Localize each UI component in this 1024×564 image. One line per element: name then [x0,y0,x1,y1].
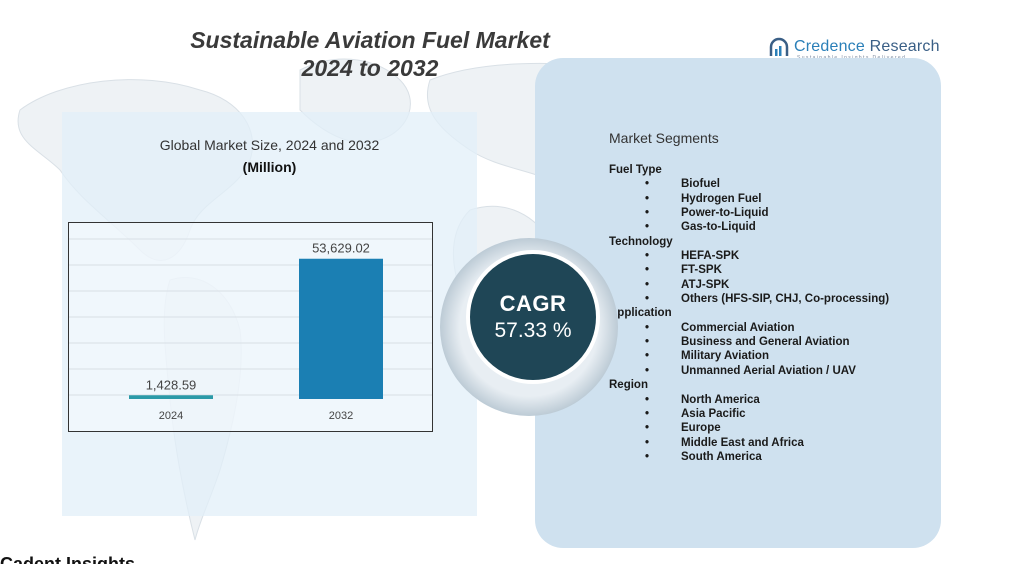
segment-item-label: Middle East and Africa [681,436,804,449]
logo-text-part2: Research [869,38,940,55]
segment-item: • Military Aviation [609,349,889,363]
market-size-unit: (Million) [242,159,297,175]
title-line-2: 2024 to 2032 [301,55,439,81]
bullet-icon: • [645,221,650,234]
bullet-icon: • [645,264,650,277]
x-tick-label: 2032 [329,410,353,422]
bullet-icon: • [645,250,650,263]
segment-item: • Biofuel [609,177,889,191]
segment-item-label: FT-SPK [681,264,722,277]
bullet-icon: • [645,336,650,349]
segment-item-label: Business and General Aviation [681,336,850,349]
segment-item-label: North America [681,393,760,406]
bullet-icon: • [645,321,650,334]
bullet-icon: • [645,407,650,420]
bullet-icon: • [645,436,650,449]
segment-item-label: Others (HFS-SIP, CHJ, Co-processing) [681,293,890,306]
cagr-label: CAGR [499,291,567,316]
bullet-icon: • [645,364,650,377]
cagr-badge: CAGR 57.33 % [466,250,600,384]
segment-item-label: Europe [681,422,721,435]
segment-item: • Middle East and Africa [609,436,889,450]
segment-item: • Hydrogen Fuel [609,192,889,206]
page-title: Sustainable Aviation Fuel Market 2024 to… [150,26,590,82]
segment-item-label: Power-to-Liquid [681,207,769,220]
segment-item: • ATJ-SPK [609,278,889,292]
logo-mark-icon [769,37,789,56]
segment-item-label: Commercial Aviation [681,321,795,334]
bar-chart-svg: 1,428.59 2024 53,629.02 2032 [69,238,432,422]
segment-item: • Business and General Aviation [609,335,889,349]
segment-item: • Commercial Aviation [609,321,889,335]
segment-item: • Unmanned Aerial Aviation / UAV [609,364,889,378]
footer-cut-text: Cadent Insights [0,554,136,564]
segments-title: Market Segments [609,130,719,146]
cagr-value: 57.33 % [494,319,572,342]
segment-item: • Others (HFS-SIP, CHJ, Co-processing) [609,292,889,306]
segment-item: • Asia Pacific [609,407,889,421]
segment-item-label: Unmanned Aerial Aviation / UAV [681,364,856,377]
bullet-icon: • [645,207,650,220]
bullet-icon: • [645,293,650,306]
segment-item: • South America [609,450,889,464]
segment-item-label: Gas-to-Liquid [681,221,756,234]
bullet-icon: • [645,422,650,435]
x-tick-label: 2024 [159,410,183,422]
logo-text: Credence Research [794,38,940,56]
bullet-icon: • [645,450,650,463]
segment-item: • North America [609,393,889,407]
title-line-1: Sustainable Aviation Fuel Market [190,27,550,53]
segment-item: • Power-to-Liquid [609,206,889,220]
segment-item-label: ATJ-SPK [681,278,730,291]
logo-text-part1: Credence [794,38,865,55]
bar-chart: 1,428.59 2024 53,629.02 2032 [68,222,433,432]
segment-item: • Europe [609,421,889,435]
segment-category: Technology [609,235,673,248]
bullet-icon: • [645,192,650,205]
segment-item: • FT-SPK [609,263,889,277]
bullet-icon: • [645,393,650,406]
segment-item: • HEFA-SPK [609,249,889,263]
market-size-title: Global Market Size, 2024 and 2032 [159,137,380,153]
credence-research-logo: Credence Research [768,36,940,58]
bullet-icon: • [645,178,650,191]
market-size-panel [62,112,477,516]
segments-list: Fuel Type • Biofuel • Hydrogen Fuel • Power-to… [609,163,889,464]
data-label: 53,629.02 [312,241,370,256]
bar-2024 [129,395,213,399]
segment-item-label: Hydrogen Fuel [681,192,762,205]
segment-item-label: South America [681,450,762,463]
data-label: 1,428.59 [146,377,197,392]
segment-category: Region [609,379,648,392]
segment-category: Application [609,307,672,320]
segment-item-label: Asia Pacific [681,407,746,420]
bullet-icon: • [645,350,650,363]
segment-item: • Gas-to-Liquid [609,220,889,234]
segment-item-label: HEFA-SPK [681,250,740,263]
bullet-icon: • [645,278,650,291]
segment-item-label: Military Aviation [681,350,769,363]
bar-2032 [299,258,383,399]
segment-category: Fuel Type [609,164,662,176]
segment-item-label: Biofuel [681,178,720,191]
